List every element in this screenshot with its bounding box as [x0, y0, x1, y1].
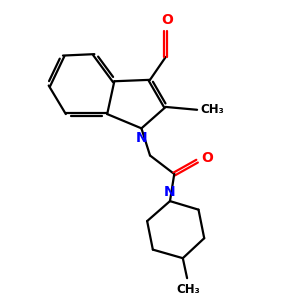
Text: O: O: [201, 151, 213, 165]
Text: N: N: [164, 185, 176, 199]
Text: CH₃: CH₃: [177, 283, 200, 296]
Text: N: N: [136, 130, 147, 145]
Text: O: O: [161, 13, 173, 27]
Text: CH₃: CH₃: [200, 103, 224, 116]
